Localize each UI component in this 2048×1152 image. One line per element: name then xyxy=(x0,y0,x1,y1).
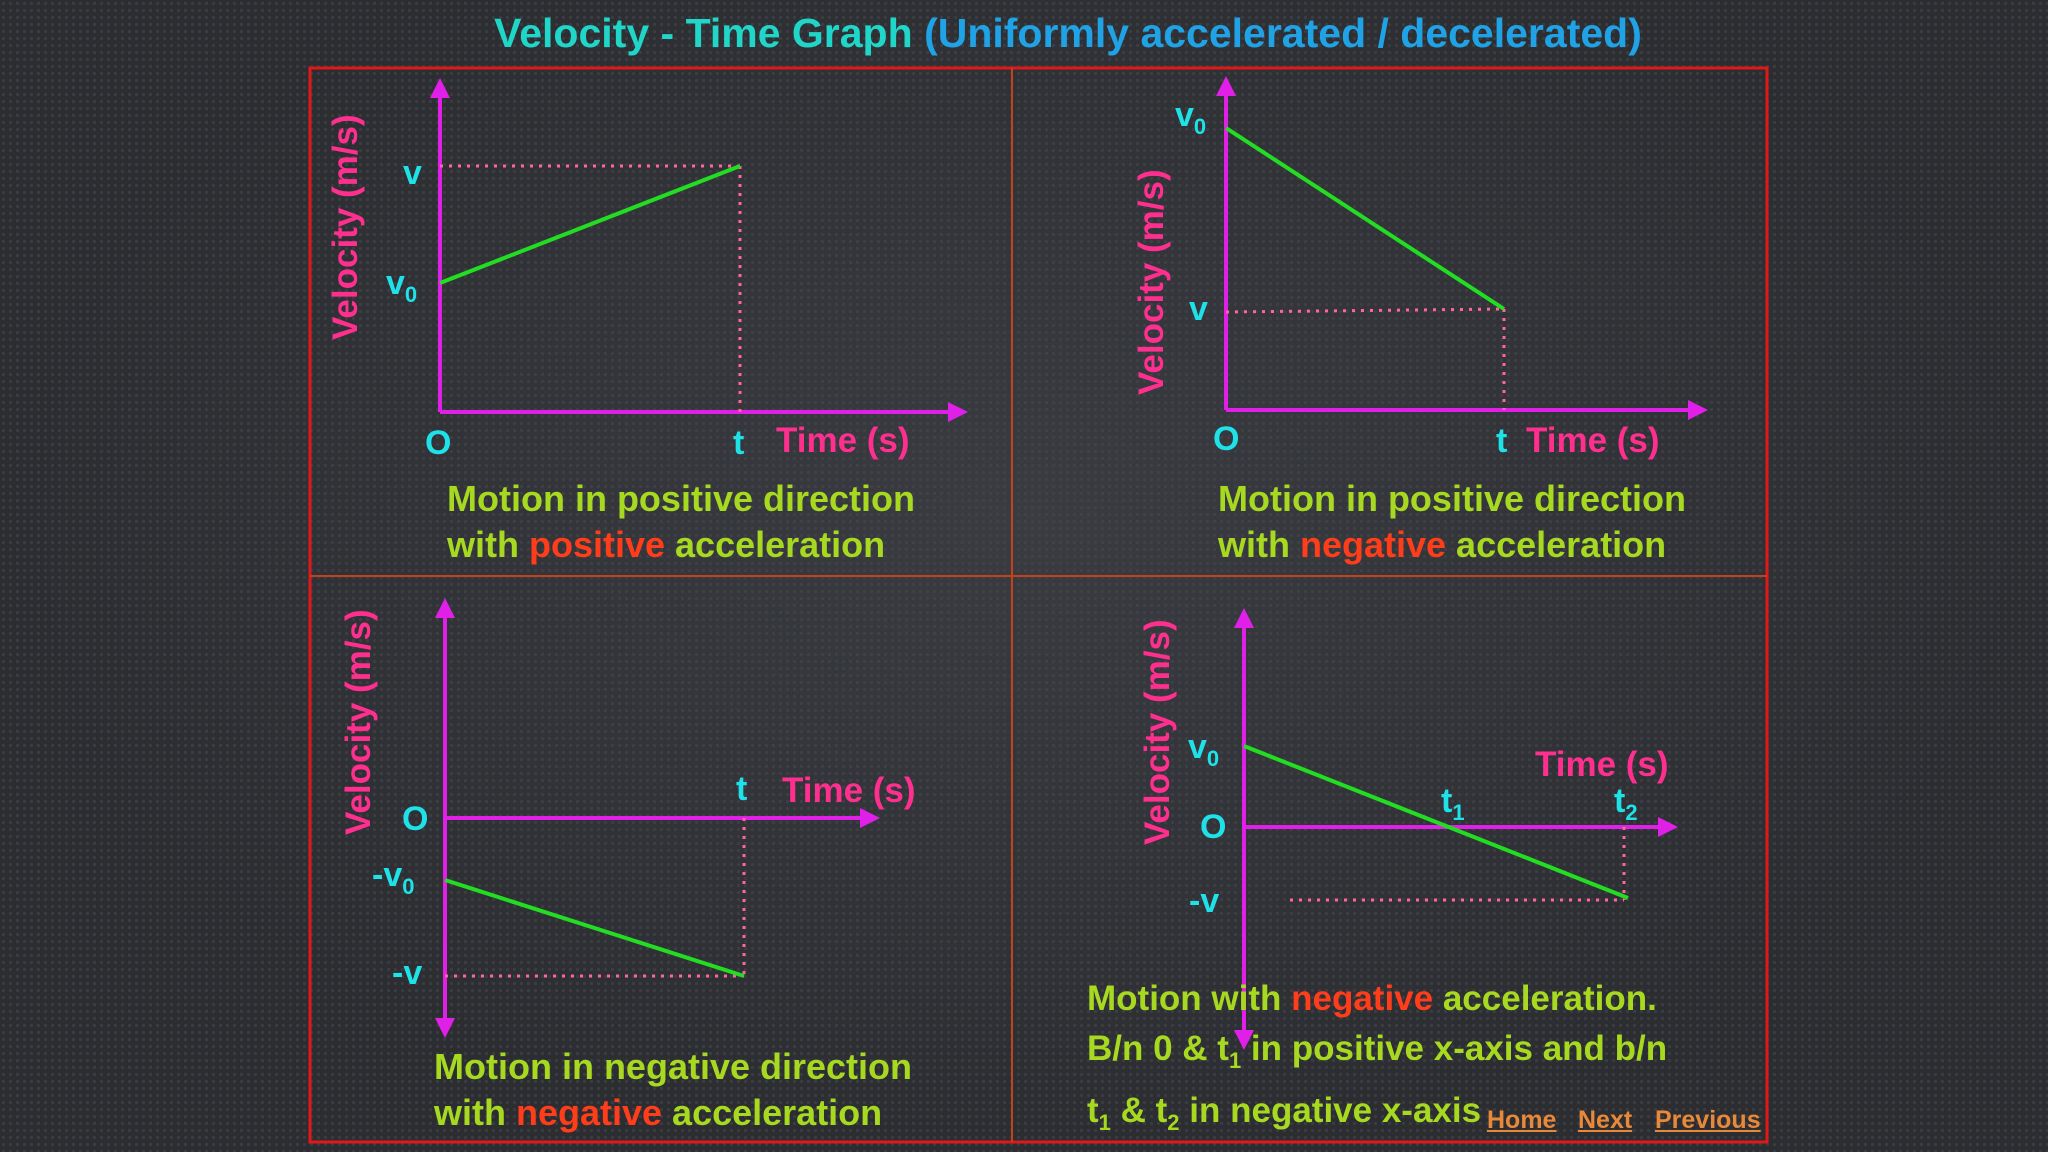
panel-3-v-label: -v xyxy=(392,954,422,992)
panel-2-caption-line1: Motion in positive direction xyxy=(1218,478,1686,519)
panel-2-caption: Motion in positive direction with negati… xyxy=(1218,476,1686,568)
panel-2-caption-line2: with negative acceleration xyxy=(1218,524,1667,565)
panel-2-velocity-label: Velocity (m/s) xyxy=(1132,169,1171,395)
panel-4-caption-line1: Motion with negative acceleration. xyxy=(1087,979,1657,1018)
panel-1-caption: Motion in positive direction with positi… xyxy=(447,476,915,568)
panel-1-t-label: t xyxy=(733,424,744,462)
panel-3-origin-label: O xyxy=(402,800,428,838)
panel-1-velocity-label: Velocity (m/s) xyxy=(326,114,365,340)
previous-link[interactable]: Previous xyxy=(1655,1106,1761,1134)
outer-frame xyxy=(308,66,1769,1144)
panel-2-velocity-line xyxy=(1224,126,1506,311)
panel-4-velocity-label: Velocity (m/s) xyxy=(1138,619,1177,845)
panel-3-v0-label: -v0 xyxy=(372,856,414,899)
panel-4-graph: Velocity (m/s) Time (s) O -v v0 t1 t2 xyxy=(1138,608,1678,1050)
panel-3-t-label: t xyxy=(736,770,747,808)
panel-2-t-label: t xyxy=(1496,422,1507,460)
panel-3-graph: Velocity (m/s) Time (s) O t -v -v0 xyxy=(339,598,916,1038)
panel-1-origin-label: O xyxy=(425,424,451,462)
panel-1-caption-line1: Motion in positive direction xyxy=(447,478,915,519)
home-link[interactable]: Home xyxy=(1487,1106,1557,1134)
panel-1-v-label: v xyxy=(403,154,422,192)
next-link[interactable]: Next xyxy=(1578,1106,1633,1134)
page-title: Velocity - Time Graph (Uniformly acceler… xyxy=(0,10,2048,57)
panel-1-velocity-line xyxy=(439,164,741,285)
panel-4-caption-line2: B/n 0 & t1 in positive x-axis and b/n xyxy=(1087,1029,1668,1073)
panel-4-caption: Motion with negative acceleration. B/n 0… xyxy=(1087,974,1667,1148)
title-main: Velocity - Time Graph xyxy=(494,10,913,56)
panel-3-caption: Motion in negative direction with negati… xyxy=(434,1044,912,1136)
panel-4-t2-label: t2 xyxy=(1614,782,1638,825)
panel-2-guide-v xyxy=(1225,307,1505,314)
panel-4-origin-label: O xyxy=(1200,808,1226,846)
panel-2-origin-label: O xyxy=(1213,420,1239,458)
panel-3-velocity-line xyxy=(444,878,745,978)
panel-3-time-label: Time (s) xyxy=(782,771,916,810)
panel-4-v-label: -v xyxy=(1189,882,1219,920)
panel-3-caption-line1: Motion in negative direction xyxy=(434,1046,913,1087)
panel-3-caption-line2: with negative acceleration xyxy=(434,1092,883,1133)
panel-1-caption-line2: with positive acceleration xyxy=(447,524,886,565)
panel-1-time-label: Time (s) xyxy=(776,421,910,460)
panel-1-graph: Velocity (m/s) Time (s) O t v v0 xyxy=(326,78,968,462)
panel-3-velocity-label: Velocity (m/s) xyxy=(339,609,378,835)
panel-4-caption-line3: t1 & t2 in negative x-axis xyxy=(1087,1091,1482,1135)
panel-4-t1-label: t1 xyxy=(1441,782,1465,825)
panel-2-v0-label: v0 xyxy=(1175,96,1206,139)
panel-2-v-label: v xyxy=(1189,290,1208,328)
panel-2-time-label: Time (s) xyxy=(1526,421,1660,460)
panel-1-v0-label: v0 xyxy=(386,264,417,307)
panel-4-velocity-line xyxy=(1243,744,1629,900)
panel-2-graph: Velocity (m/s) Time (s) O t v v0 xyxy=(1132,76,1708,460)
panel-4-v0-label: v0 xyxy=(1188,728,1219,771)
panel-4-time-label: Time (s) xyxy=(1535,745,1669,784)
title-sub: (Uniformly accelerated / decelerated) xyxy=(924,10,1642,56)
